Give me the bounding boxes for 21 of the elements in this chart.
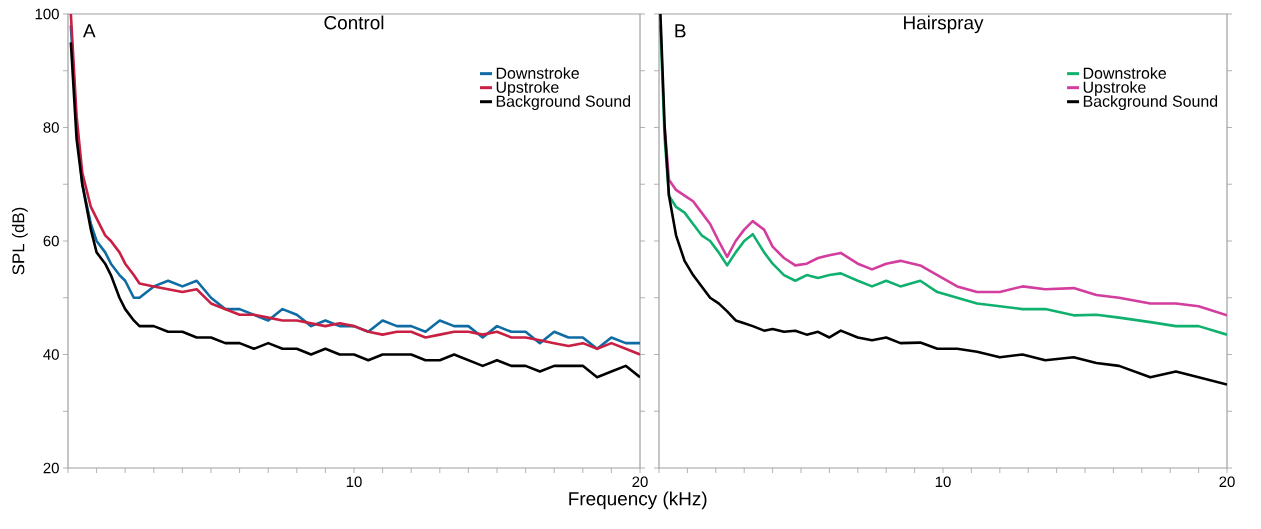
annotation: A (82, 24, 96, 38)
legend-label: Downstroke (496, 67, 579, 79)
x-tick-label: 20 (1219, 476, 1235, 488)
annotation: B (675, 24, 686, 38)
legend-label: Background Sound (496, 95, 631, 111)
y-tick-label: 40 (43, 349, 59, 360)
y-tick-label: 20 (43, 462, 59, 474)
y-tick-label: 100 (35, 8, 59, 20)
y-axis-title: SPL (dB) (11, 207, 28, 275)
chart-title: Control (324, 15, 384, 30)
legend-label: Upstroke (1083, 81, 1146, 97)
x-tick-label: 10 (346, 476, 362, 488)
y-tick-label: 60 (43, 235, 59, 247)
x-axis-title: Frequency (kHz) (569, 491, 707, 510)
chart-title: Hairspray (904, 15, 984, 34)
legend-label: Background Sound (1083, 95, 1218, 111)
x-tick-label: 20 (632, 476, 648, 488)
legend-label: Downstroke (1083, 67, 1166, 79)
x-tick-label: 10 (935, 476, 951, 488)
y-tick-label: 80 (43, 122, 59, 133)
legend-label: Upstroke (496, 81, 559, 97)
